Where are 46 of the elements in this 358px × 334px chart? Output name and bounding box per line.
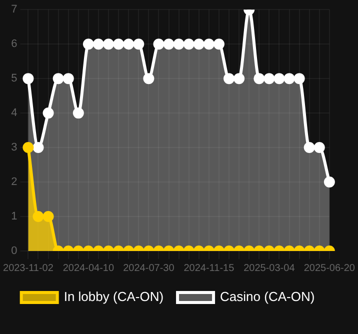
point xyxy=(304,142,315,154)
point xyxy=(123,38,134,50)
point xyxy=(173,38,184,50)
x-tick-label: 2023-11-02 xyxy=(2,262,54,274)
point xyxy=(22,142,34,154)
point xyxy=(133,38,144,50)
point xyxy=(153,38,164,50)
point xyxy=(62,73,74,84)
y-tick-label: 1 xyxy=(11,210,18,223)
point xyxy=(234,73,245,84)
x-tick-label: 2025-03-04 xyxy=(244,262,296,274)
point xyxy=(274,73,285,84)
point xyxy=(213,38,224,50)
y-tick-label: 2 xyxy=(11,176,18,188)
point xyxy=(264,73,275,84)
point xyxy=(92,38,104,50)
point xyxy=(294,73,305,84)
x-tick-label: 2024-07-30 xyxy=(123,262,175,274)
point xyxy=(72,108,84,119)
point xyxy=(203,38,214,50)
legend-label: Casino (CA-ON) xyxy=(220,289,315,304)
point xyxy=(163,38,174,50)
y-tick-label: 3 xyxy=(11,142,18,154)
point xyxy=(193,38,204,50)
point xyxy=(254,73,265,84)
y-tick-label: 6 xyxy=(11,38,18,50)
point xyxy=(103,38,114,50)
y-tick-label: 4 xyxy=(11,107,18,120)
legend-label: In lobby (CA-ON) xyxy=(64,289,164,304)
point xyxy=(224,73,235,84)
x-tick-label: 2024-04-10 xyxy=(62,262,114,274)
y-tick-label: 7 xyxy=(11,4,18,16)
point xyxy=(82,38,94,50)
point xyxy=(32,142,44,154)
y-tick-label: 0 xyxy=(11,245,18,258)
x-tick-label: 2025-06-20 xyxy=(304,262,356,274)
point xyxy=(284,73,295,84)
point xyxy=(143,73,154,84)
point xyxy=(183,38,194,50)
y-tick-label: 5 xyxy=(11,72,18,85)
point xyxy=(314,142,325,154)
x-tick-label: 2024-11-15 xyxy=(184,262,235,274)
point xyxy=(52,73,64,84)
point xyxy=(22,73,34,84)
point xyxy=(42,108,54,119)
point xyxy=(113,38,124,50)
